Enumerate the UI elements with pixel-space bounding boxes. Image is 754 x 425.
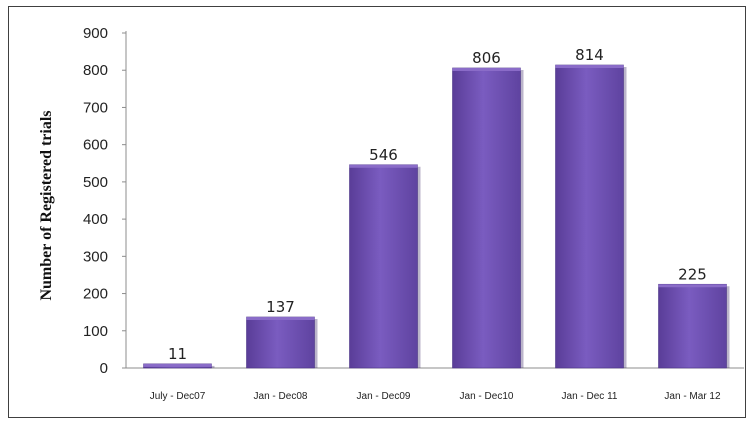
bar-top-cap — [555, 65, 624, 69]
bar-top-cap — [658, 284, 727, 288]
x-category-labels: July - Dec07 Jan - Dec08 Jan - Dec09 Jan - … — [150, 391, 721, 402]
bar — [349, 164, 418, 369]
bar-top-cap — [452, 67, 521, 71]
data-label: 11 — [168, 345, 187, 363]
bar-top-cap — [349, 164, 418, 168]
y-tick-label: 900 — [83, 25, 108, 42]
y-axis-label: Number of Registered trials — [38, 110, 55, 300]
y-tick-labels: 0 100 200 300 400 500 600 700 800 900 — [83, 25, 108, 377]
y-tick-label: 800 — [83, 62, 108, 79]
y-tick-label: 600 — [83, 137, 108, 154]
bar — [658, 283, 727, 369]
y-tick-label: 0 — [100, 360, 108, 377]
value-labels: 11 137 546 806 814 225 — [168, 46, 707, 363]
y-tick-label: 500 — [83, 174, 108, 191]
bar — [555, 64, 624, 369]
x-category-label: Jan - Mar 12 — [664, 391, 721, 402]
bar-chart: Number of Registered trials 0 100 200 300 40… — [38, 25, 744, 402]
x-category-label: Jan - Dec09 — [357, 391, 411, 402]
x-category-label: Jan - Dec08 — [254, 391, 308, 402]
bar-top-cap — [143, 363, 212, 367]
data-label: 814 — [575, 46, 604, 64]
bar — [246, 316, 315, 369]
y-tick-label: 200 — [83, 286, 108, 303]
bars — [143, 64, 730, 369]
y-tick-label: 100 — [83, 323, 108, 340]
data-label: 225 — [678, 265, 707, 283]
x-category-label: Jan - Dec 11 — [562, 391, 618, 402]
x-category-label: July - Dec07 — [150, 391, 206, 402]
chart-frame: Number of Registered trials 0 100 200 300 40… — [8, 6, 746, 418]
y-tick-label: 300 — [83, 248, 108, 265]
x-category-label: Jan - Dec10 — [460, 391, 514, 402]
data-label: 137 — [266, 298, 295, 316]
data-label: 806 — [472, 49, 501, 67]
bar-top-cap — [246, 317, 315, 321]
bar — [452, 67, 521, 369]
y-tick-label: 400 — [83, 211, 108, 228]
y-tick-label: 700 — [83, 99, 108, 116]
data-label: 546 — [369, 146, 398, 164]
axes — [122, 31, 744, 369]
